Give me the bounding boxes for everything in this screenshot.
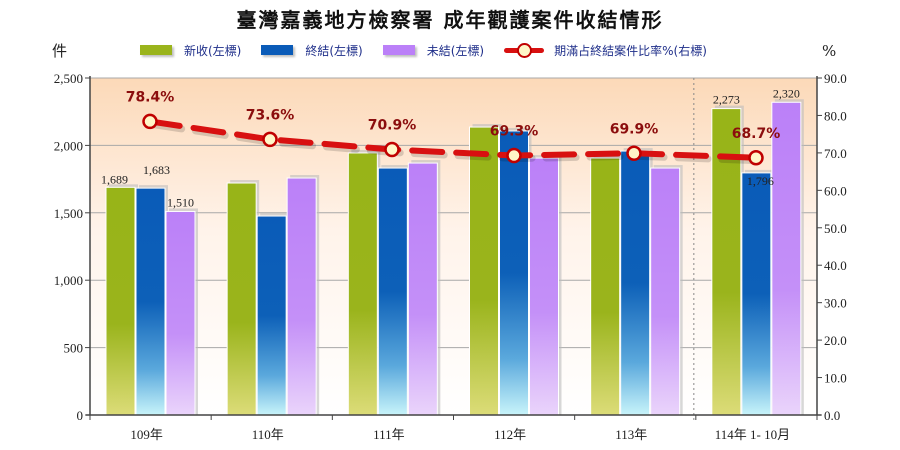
bar-pending bbox=[771, 101, 802, 416]
legend-line-marker-icon bbox=[504, 43, 545, 58]
x-axis-category-label: 113年 bbox=[615, 427, 647, 442]
left-axis-tick: 1,000 bbox=[54, 273, 83, 288]
legend-label-new: 新收(左標) bbox=[184, 43, 242, 58]
rate-value-label: 69.9% bbox=[610, 121, 659, 137]
bar-closed bbox=[377, 167, 408, 416]
left-axis-tick: 1,500 bbox=[54, 206, 83, 221]
legend-item-closed: 終結(左標) bbox=[261, 42, 363, 59]
bar-new bbox=[105, 186, 136, 416]
right-axis-tick: 70.0 bbox=[824, 146, 847, 161]
right-axis-tick: 80.0 bbox=[824, 108, 847, 123]
right-axis-tick: 90.0 bbox=[824, 71, 847, 86]
legend-swatch-pending bbox=[382, 45, 415, 55]
x-axis-category-label: 110年 bbox=[252, 427, 284, 442]
rate-marker bbox=[506, 147, 522, 164]
bar-new bbox=[590, 157, 621, 416]
right-axis-tick: 0.0 bbox=[824, 408, 840, 423]
bar-pending bbox=[165, 210, 196, 416]
left-axis-unit: 件 bbox=[52, 42, 68, 60]
bar-closed bbox=[135, 187, 166, 416]
x-axis-category-label: 114年 1- 10月 bbox=[715, 427, 790, 442]
right-axis-tick: 50.0 bbox=[824, 221, 847, 236]
legend-swatch-new bbox=[140, 45, 172, 55]
right-axis-tick: 60.0 bbox=[824, 183, 847, 198]
right-axis-tick: 30.0 bbox=[824, 296, 847, 311]
bar-value-label: 1,689 bbox=[101, 172, 128, 186]
bar-value-label: 1,683 bbox=[143, 163, 170, 177]
right-axis-tick: 20.0 bbox=[824, 333, 847, 348]
rate-value-label: 70.9% bbox=[368, 118, 417, 134]
rate-line bbox=[147, 118, 759, 161]
legend-label-pending: 未結(左標) bbox=[426, 43, 485, 58]
x-axis-category-label: 109年 bbox=[130, 427, 163, 442]
left-axis-tick: 0 bbox=[77, 408, 84, 423]
bar-closed bbox=[256, 215, 287, 416]
bar-pending bbox=[407, 162, 438, 416]
legend-label-closed: 終結(左標) bbox=[305, 43, 363, 58]
right-axis-tick: 40.0 bbox=[824, 258, 847, 273]
x-axis-category-label: 112年 bbox=[494, 427, 526, 442]
legend: 新收(左標) 終結(左標) 未結(左標) 期滿占終結案件比率%(右標) bbox=[140, 40, 727, 60]
bar-value-label: 1,796 bbox=[747, 174, 774, 188]
rate-value-label: 68.7% bbox=[732, 126, 781, 142]
right-axis-tick: 10.0 bbox=[824, 371, 847, 386]
rate-marker bbox=[384, 141, 400, 158]
bar-new bbox=[469, 126, 499, 416]
bar-pending bbox=[650, 167, 681, 416]
right-axis-unit: % bbox=[822, 42, 837, 60]
x-axis-category-label: 111年 bbox=[373, 427, 405, 442]
bar-value-label: 2,320 bbox=[773, 86, 800, 100]
rate-value-label: 73.6% bbox=[246, 107, 295, 123]
legend-item-new: 新收(左標) bbox=[140, 42, 241, 59]
rate-value-label: 78.4% bbox=[126, 89, 175, 105]
bar-value-label: 1,510 bbox=[167, 195, 194, 209]
rate-marker bbox=[626, 145, 642, 162]
rate-marker bbox=[748, 150, 764, 166]
rate-marker bbox=[142, 113, 158, 130]
bar-new bbox=[226, 182, 257, 416]
rate-value-label: 69.3% bbox=[490, 124, 539, 140]
left-axis-tick: 2,000 bbox=[54, 138, 83, 153]
plot-background bbox=[90, 78, 817, 415]
bar-closed bbox=[499, 130, 529, 416]
left-axis-tick: 2,500 bbox=[54, 71, 83, 86]
bar-new bbox=[347, 152, 378, 416]
legend-swatch-closed bbox=[261, 45, 294, 55]
bar-pending bbox=[286, 177, 317, 416]
rate-marker bbox=[262, 131, 278, 148]
legend-label-rate: 期滿占終結案件比率%(右標) bbox=[554, 43, 707, 58]
chart-title: 臺灣嘉義地方檢察署 成年觀護案件收結情形 bbox=[236, 8, 664, 32]
legend-item-pending: 未結(左標) bbox=[382, 42, 485, 59]
bar-value-label: 2,273 bbox=[713, 93, 740, 107]
bar-closed bbox=[620, 150, 651, 416]
bar-pending bbox=[529, 157, 559, 416]
legend-item-rate: 期滿占終結案件比率%(右標) bbox=[504, 42, 707, 59]
left-axis-tick: 500 bbox=[64, 341, 84, 356]
bar-closed bbox=[741, 172, 772, 416]
